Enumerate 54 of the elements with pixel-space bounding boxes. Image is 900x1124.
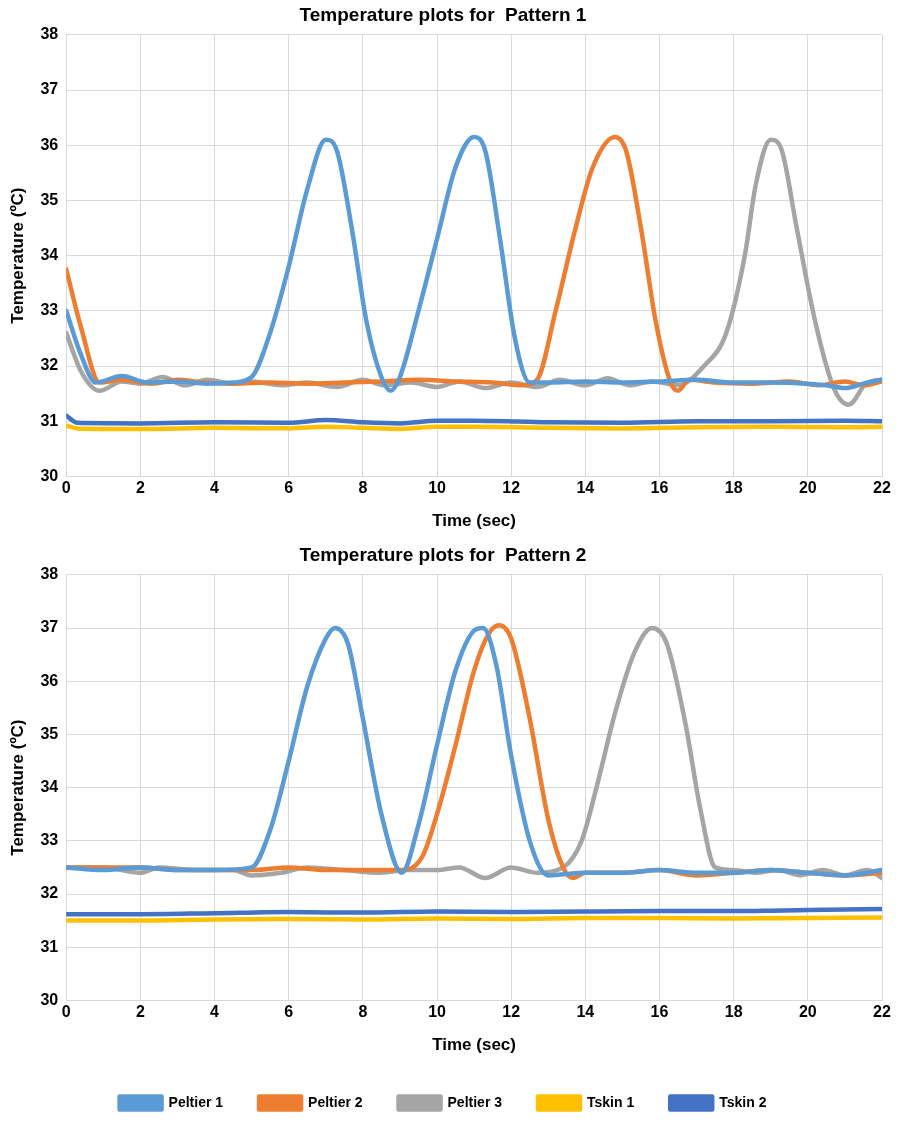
x-axis-title: Time (sec) bbox=[432, 1035, 516, 1055]
x-tick-label: 4 bbox=[210, 479, 220, 497]
x-tick-label: 14 bbox=[576, 479, 595, 497]
y-tick-label: 33 bbox=[40, 301, 59, 319]
y-tick-label: 30 bbox=[40, 466, 59, 484]
y-tick-label: 32 bbox=[40, 356, 59, 374]
x-tick-label: 8 bbox=[358, 1003, 368, 1021]
x-tick-label: 18 bbox=[724, 479, 743, 497]
y-tick-label: 34 bbox=[40, 778, 59, 796]
x-tick-label: 0 bbox=[61, 479, 71, 497]
x-tick-label: 22 bbox=[873, 1003, 891, 1021]
y-tick-label: 37 bbox=[40, 618, 59, 636]
y-tick-label: 36 bbox=[40, 671, 59, 689]
chart-title: Temperature plots for Pattern 1 bbox=[299, 3, 587, 25]
x-tick-label: 16 bbox=[650, 479, 669, 497]
y-tick-label: 30 bbox=[40, 990, 59, 1008]
legend-label: Peltier 2 bbox=[308, 1093, 363, 1110]
y-tick-label: 35 bbox=[40, 724, 59, 742]
x-tick-label: 10 bbox=[428, 1003, 447, 1021]
chart-title: Temperature plots for Pattern 2 bbox=[299, 543, 587, 565]
y-tick-label: 35 bbox=[40, 190, 59, 208]
x-tick-label: 10 bbox=[428, 479, 447, 497]
x-tick-label: 8 bbox=[358, 479, 368, 497]
x-tick-label: 20 bbox=[798, 479, 817, 497]
y-tick-label: 37 bbox=[40, 80, 59, 98]
x-tick-label: 6 bbox=[284, 1003, 294, 1021]
legend-label: Tskin 2 bbox=[719, 1093, 767, 1110]
y-axis-title: Temperature (ºC) bbox=[7, 187, 27, 324]
y-tick-label: 31 bbox=[40, 411, 59, 429]
y-tick-label: 31 bbox=[40, 937, 59, 955]
y-tick-label: 36 bbox=[40, 135, 59, 153]
legend-label: Tskin 1 bbox=[587, 1093, 635, 1110]
x-tick-label: 18 bbox=[724, 1003, 743, 1021]
x-tick-label: 4 bbox=[210, 1003, 220, 1021]
x-tick-label: 12 bbox=[502, 479, 521, 497]
x-tick-label: 12 bbox=[502, 1003, 521, 1021]
y-tick-label: 38 bbox=[40, 565, 59, 583]
legend-label: Peltier 3 bbox=[447, 1093, 503, 1110]
line-series bbox=[66, 413, 882, 426]
x-tick-label: 2 bbox=[135, 479, 145, 497]
y-axis-title: Temperature (ºC) bbox=[7, 719, 27, 856]
x-tick-label: 14 bbox=[576, 1003, 595, 1021]
x-tick-label: 20 bbox=[798, 1003, 817, 1021]
x-tick-label: 2 bbox=[135, 1003, 145, 1021]
y-tick-label: 33 bbox=[40, 831, 59, 849]
y-tick-label: 32 bbox=[40, 884, 59, 902]
x-axis-title: Time (sec) bbox=[432, 511, 516, 531]
y-tick-label: 38 bbox=[40, 25, 59, 43]
y-tick-label: 34 bbox=[40, 246, 59, 264]
x-tick-label: 6 bbox=[284, 479, 294, 497]
legend-label: Peltier 1 bbox=[168, 1093, 224, 1110]
x-tick-label: 16 bbox=[650, 1003, 669, 1021]
x-tick-label: 22 bbox=[873, 479, 891, 497]
x-tick-label: 0 bbox=[61, 1003, 71, 1021]
